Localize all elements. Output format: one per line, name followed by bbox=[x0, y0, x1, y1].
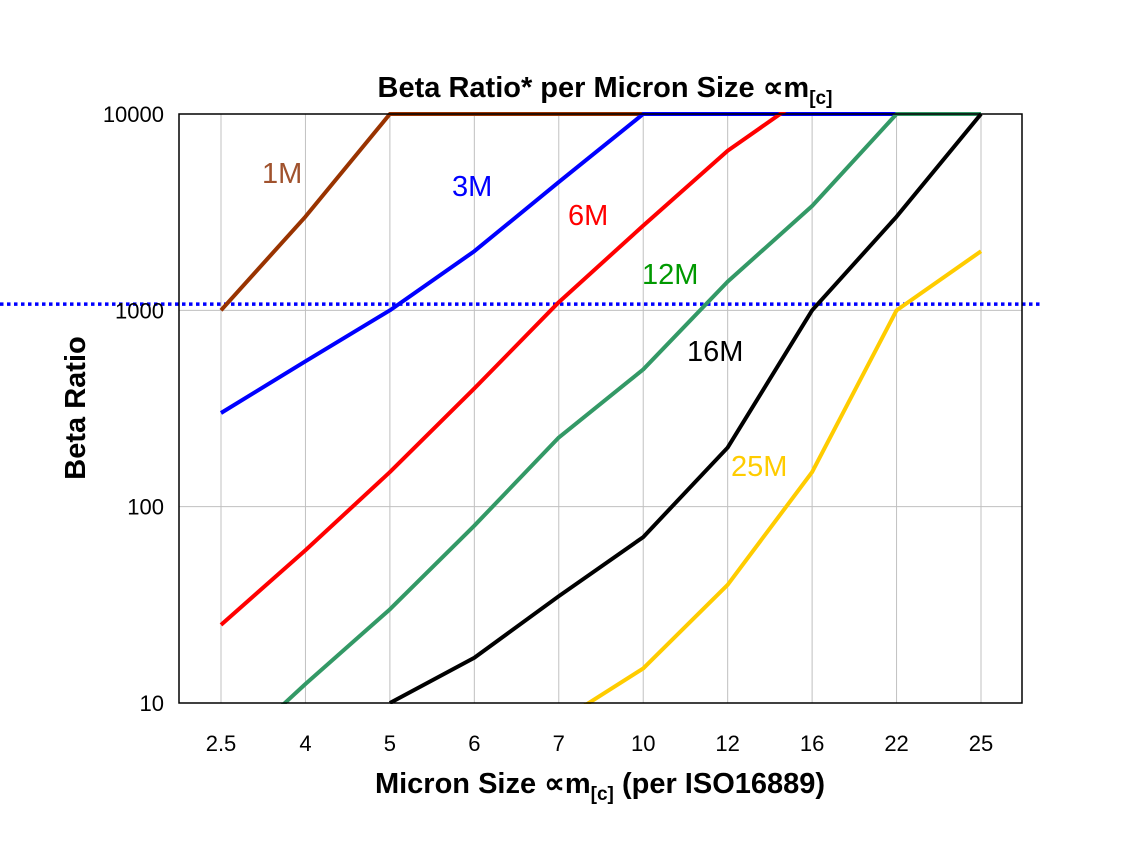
series-line-6M bbox=[219, 112, 787, 627]
tick-labels: 2.5 4 5 6 7 10 12 16 22 25 10 100 1000 10000 bbox=[103, 102, 993, 756]
x-tick-label: 7 bbox=[553, 731, 565, 756]
x-tick-label: 22 bbox=[884, 731, 908, 756]
x-tick-label: 12 bbox=[715, 731, 739, 756]
plot-area-border bbox=[178, 113, 1023, 704]
x-axis-label-subscript: [c] bbox=[591, 784, 614, 805]
x-axis-label: Micron Size ∝m[c] (per ISO16889) bbox=[375, 768, 825, 805]
y-tick-label: 10000 bbox=[103, 102, 164, 127]
x-tick-label: 16 bbox=[800, 731, 824, 756]
series-label-3M: 3M bbox=[452, 171, 492, 203]
series-label-25M: 25M bbox=[731, 451, 787, 483]
x-tick-label: 10 bbox=[631, 731, 655, 756]
series-label-1M: 1M bbox=[262, 158, 302, 190]
x-tick-label: 2.5 bbox=[206, 731, 237, 756]
x-tick-label: 6 bbox=[468, 731, 480, 756]
x-axis-label-suffix: (per ISO16889) bbox=[614, 768, 825, 800]
series-labels: 1M 3M 6M 12M 16M 25M bbox=[262, 158, 787, 483]
chart-title-subscript: [c] bbox=[809, 88, 832, 109]
x-tick-label: 25 bbox=[969, 731, 993, 756]
y-tick-label: 10 bbox=[140, 691, 164, 716]
y-tick-label: 100 bbox=[127, 495, 164, 520]
x-tick-label: 4 bbox=[299, 731, 311, 756]
series-label-6M: 6M bbox=[568, 200, 608, 232]
y-tick-label: 1000 bbox=[115, 298, 164, 323]
series-line-25M bbox=[583, 249, 983, 704]
series-label-16M: 16M bbox=[687, 336, 743, 368]
x-tick-label: 5 bbox=[384, 731, 396, 756]
y-axis-label: Beta Ratio bbox=[60, 336, 92, 479]
series-line-16M bbox=[388, 112, 983, 704]
series-label-12M: 12M bbox=[642, 259, 698, 291]
series-line-12M bbox=[280, 112, 981, 704]
chart-title: Beta Ratio* per Micron Size ∝m[c] bbox=[378, 72, 833, 109]
series-lines bbox=[219, 112, 983, 704]
